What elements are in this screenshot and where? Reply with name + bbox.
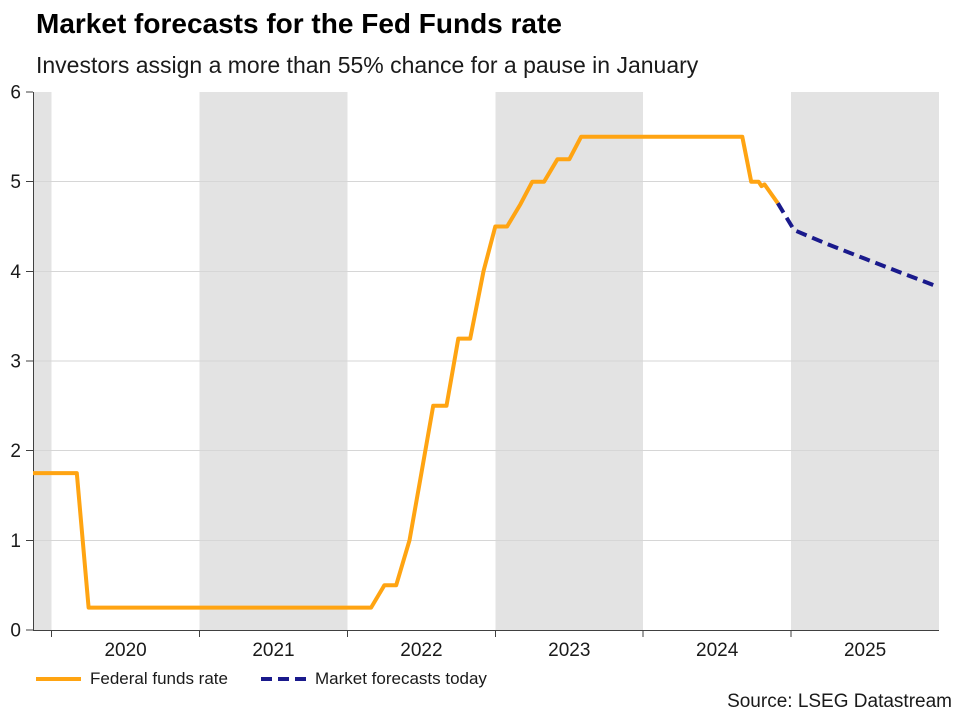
legend-item-market-forecasts: Market forecasts today bbox=[260, 669, 487, 689]
y-axis-ticks-labels: 0 1 2 3 4 5 6 bbox=[10, 83, 33, 642]
chart-title: Market forecasts for the Fed Funds rate bbox=[36, 8, 562, 39]
chart-subtitle: Investors assign a more than 55% chance … bbox=[36, 52, 699, 78]
x-tick-label: 2021 bbox=[252, 640, 294, 661]
x-tick-label: 2022 bbox=[400, 640, 442, 661]
y-tick-label: 0 bbox=[10, 621, 21, 642]
y-tick-label: 3 bbox=[10, 352, 21, 373]
y-tick-label: 5 bbox=[10, 172, 21, 193]
federal-funds-rate-line bbox=[33, 134, 780, 610]
market-forecasts-line-swatch bbox=[260, 677, 306, 681]
federal-funds-rate-line-swatch bbox=[36, 677, 81, 681]
source-credit: Source: LSEG Datastream bbox=[727, 691, 952, 712]
legend: Federal funds rate Market forecasts toda… bbox=[36, 669, 487, 689]
fed-funds-line-chart: 0 1 2 3 4 5 6 2020 2021 2022 2023 2024 2025 bbox=[10, 83, 939, 661]
x-tick-label: 2020 bbox=[104, 640, 146, 661]
y-tick-label: 2 bbox=[10, 441, 21, 462]
y-tick-label: 6 bbox=[10, 83, 21, 104]
y-tick-label: 1 bbox=[10, 531, 21, 552]
x-tick-label: 2023 bbox=[548, 640, 590, 661]
y-tick-label: 4 bbox=[10, 262, 21, 283]
x-tick-label: 2025 bbox=[844, 640, 886, 661]
legend-label-federal-funds-rate: Federal funds rate bbox=[90, 669, 228, 688]
market-forecasts-line bbox=[776, 202, 939, 289]
x-tick-label: 2024 bbox=[696, 640, 739, 661]
legend-label-market-forecasts: Market forecasts today bbox=[314, 669, 487, 688]
gridlines bbox=[33, 181, 939, 541]
x-axis-ticks-labels: 2020 2021 2022 2023 2024 2025 bbox=[51, 630, 886, 661]
legend-item-federal-funds-rate: Federal funds rate bbox=[36, 669, 228, 689]
